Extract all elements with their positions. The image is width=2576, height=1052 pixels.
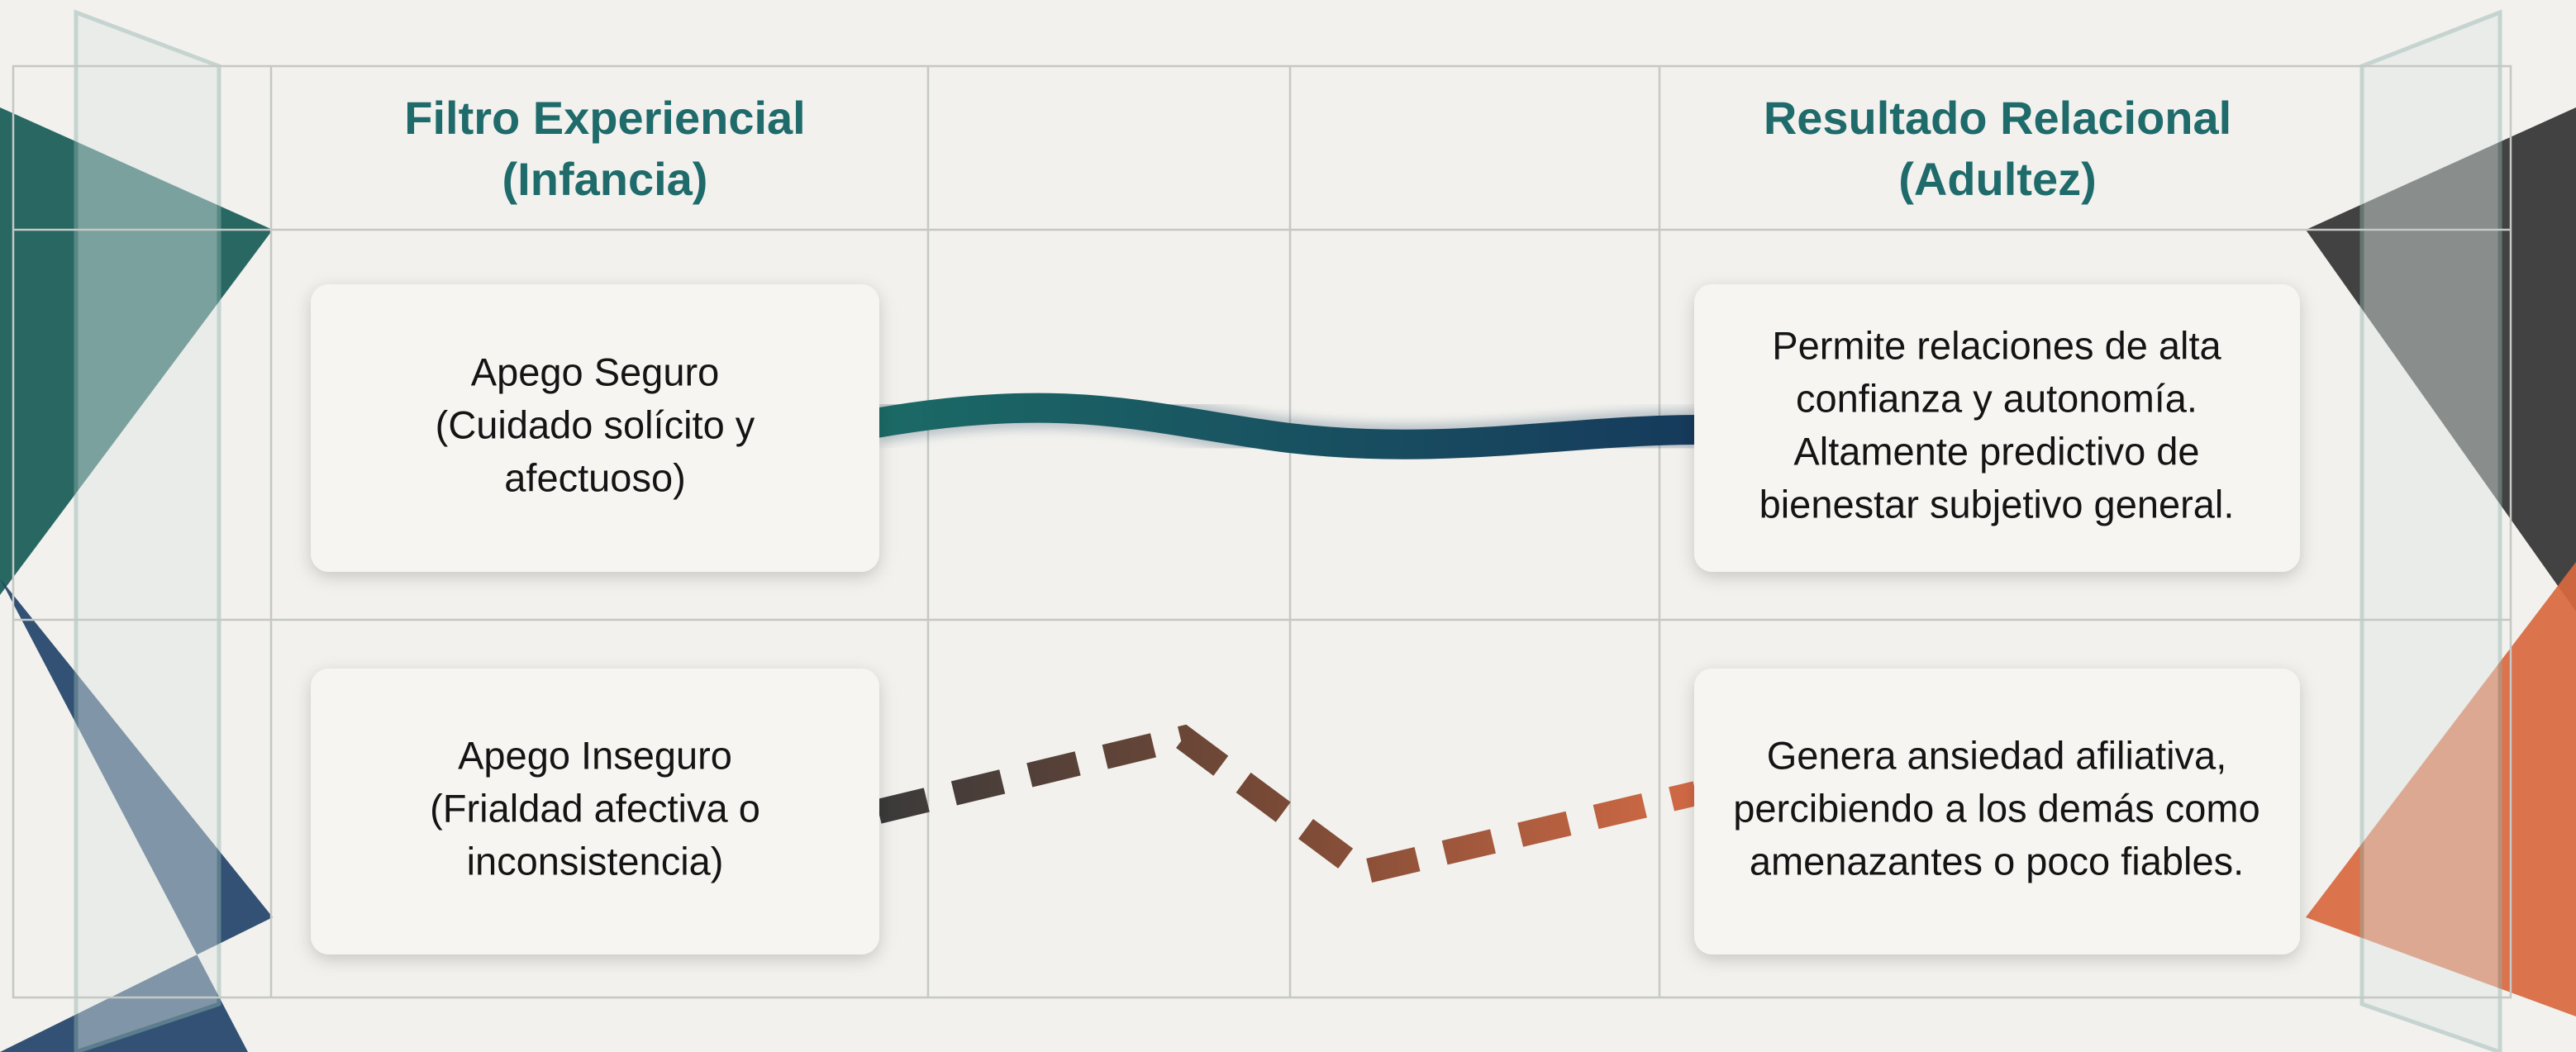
- diagram: Filtro Experiencial (Infancia) Resultado R…: [0, 0, 2576, 1052]
- text-line: afectuoso): [504, 455, 685, 499]
- text-line: (Frialdad afectiva o: [430, 786, 760, 830]
- text-line: Resultado Relacional: [1764, 92, 2231, 144]
- text-block: Genera ansiedad afiliativa, percibiendo a…: [1733, 733, 2259, 883]
- text-line: (Adultez): [1898, 153, 2097, 205]
- text-line: (Cuidado solícito y: [436, 402, 755, 446]
- text-line: bienestar subjetivo general.: [1759, 482, 2235, 526]
- text-block: Apego Inseguro (Frialdad afectiva o incons…: [430, 733, 760, 883]
- page: Filtro Experiencial (Infancia) Resultado R…: [0, 0, 2576, 1052]
- text-line: Apego Seguro: [471, 350, 720, 393]
- text-line: percibiendo a los demás como: [1733, 786, 2259, 830]
- text-line: Altamente predictivo de: [1793, 429, 2199, 473]
- text-line: Genera ansiedad afiliativa,: [1767, 733, 2227, 777]
- text-line: confianza y autonomía.: [1796, 376, 2197, 420]
- text-line: Permite relaciones de alta: [1772, 323, 2221, 367]
- text-line: amenazantes o poco fiables.: [1750, 839, 2244, 883]
- text-line: (Infancia): [502, 153, 708, 205]
- glass-right: [2362, 12, 2500, 1052]
- text-line: Apego Inseguro: [458, 733, 732, 777]
- text-line: Filtro Experiencial: [404, 92, 806, 144]
- text-line: inconsistencia): [467, 839, 724, 883]
- glass-left: [76, 12, 219, 1052]
